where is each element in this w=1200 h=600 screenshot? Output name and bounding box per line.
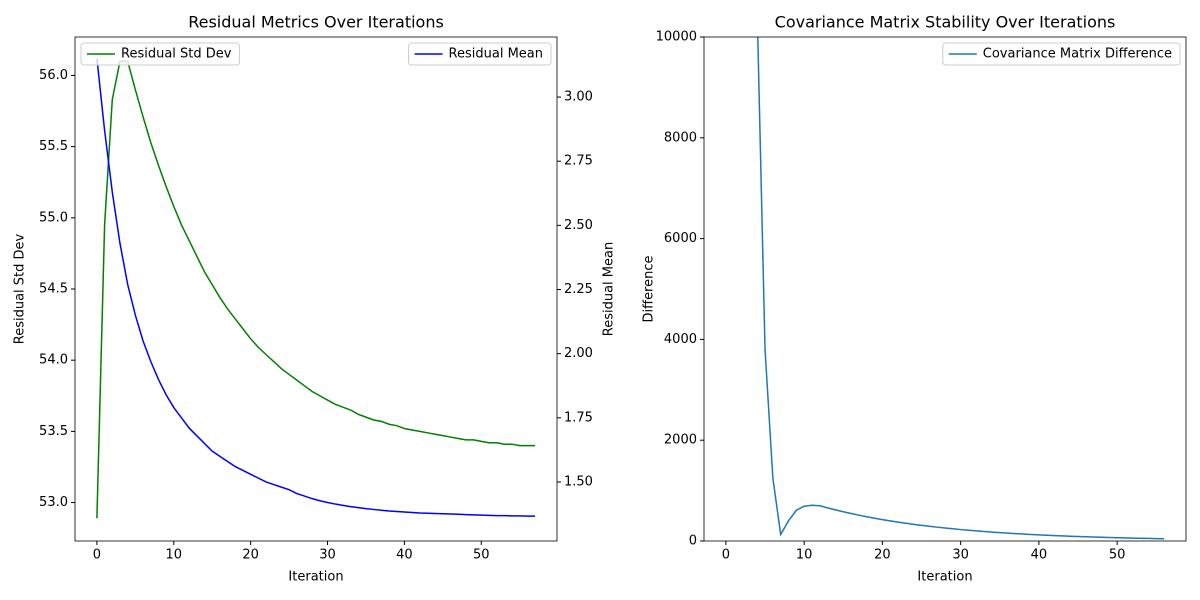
x-tick-label: 20 bbox=[874, 548, 891, 563]
y-axis-label: Residual Std Dev bbox=[13, 233, 28, 344]
legend-label: Covariance Matrix Difference bbox=[983, 47, 1172, 62]
y-tick-label: 54.5 bbox=[39, 282, 68, 297]
x-tick-label: 40 bbox=[1031, 548, 1048, 563]
y-tick-label: 54.0 bbox=[39, 353, 68, 368]
x-tick-label: 50 bbox=[473, 548, 490, 563]
x-tick-label: 20 bbox=[242, 548, 259, 563]
y2-tick-label: 2.25 bbox=[564, 282, 593, 297]
y2-tick-label: 2.00 bbox=[564, 346, 593, 361]
x-tick-label: 40 bbox=[396, 548, 413, 563]
legend: Covariance Matrix Difference bbox=[942, 42, 1181, 66]
axes-frame bbox=[74, 36, 558, 542]
series-line bbox=[96, 60, 536, 519]
y-tick-label: 0 bbox=[689, 534, 697, 549]
y-tick-label: 8000 bbox=[664, 130, 697, 145]
y2-tick-label: 1.75 bbox=[564, 410, 593, 425]
subplot: 0 10 20 30 40 50 0 2000 4000 6000 8000 10000 Covaria… bbox=[642, 13, 1187, 585]
x-tick-label: 50 bbox=[1109, 548, 1126, 563]
y-tick-label: 53.0 bbox=[39, 495, 68, 510]
x-tick-label: 10 bbox=[796, 548, 813, 563]
x-tick-label: 0 bbox=[93, 548, 101, 563]
y-tick-label: 55.0 bbox=[39, 210, 68, 225]
x-axis-label: Iteration bbox=[917, 570, 972, 585]
y-tick-label: 55.5 bbox=[39, 139, 68, 154]
y-tick-label: 6000 bbox=[664, 231, 697, 246]
legend-label: Residual Mean bbox=[449, 47, 543, 62]
y-tick-label: 4000 bbox=[664, 332, 697, 347]
y2-tick-label: 2.50 bbox=[564, 218, 593, 233]
legend-frame bbox=[408, 42, 552, 66]
legend-label: Residual Std Dev bbox=[121, 47, 232, 62]
x-axis-label: Iteration bbox=[288, 570, 343, 585]
series-line bbox=[96, 58, 536, 517]
series-line bbox=[757, 37, 1165, 540]
chart-title: Residual Metrics Over Iterations bbox=[188, 13, 444, 32]
y-axis-label: Difference bbox=[642, 255, 657, 322]
y2-tick-label: 1.50 bbox=[564, 474, 593, 489]
chart-title: Covariance Matrix Stability Over Iterati… bbox=[775, 13, 1116, 32]
legend-frame bbox=[942, 42, 1181, 66]
y2-tick-label: 3.00 bbox=[564, 90, 593, 105]
y-tick-label: 2000 bbox=[664, 433, 697, 448]
subplot: 0 10 20 30 40 50 53.0 53.5 54.0 54.5 55.0 55.5 56.0 1… bbox=[13, 13, 617, 585]
y-tick-label: 10000 bbox=[656, 30, 697, 45]
x-tick-label: 30 bbox=[319, 548, 336, 563]
y-tick-label: 53.5 bbox=[39, 424, 68, 439]
x-tick-label: 0 bbox=[722, 548, 730, 563]
legend: Residual Mean bbox=[408, 42, 552, 66]
x-tick-label: 30 bbox=[952, 548, 969, 563]
axes-frame bbox=[703, 36, 1187, 542]
x-tick-label: 10 bbox=[166, 548, 183, 563]
y2-axis-label: Residual Mean bbox=[602, 242, 617, 336]
y2-tick-label: 2.75 bbox=[564, 154, 593, 169]
y-tick-label: 56.0 bbox=[39, 68, 68, 83]
legend-frame bbox=[80, 42, 240, 66]
legend: Residual Std Dev bbox=[80, 42, 240, 66]
